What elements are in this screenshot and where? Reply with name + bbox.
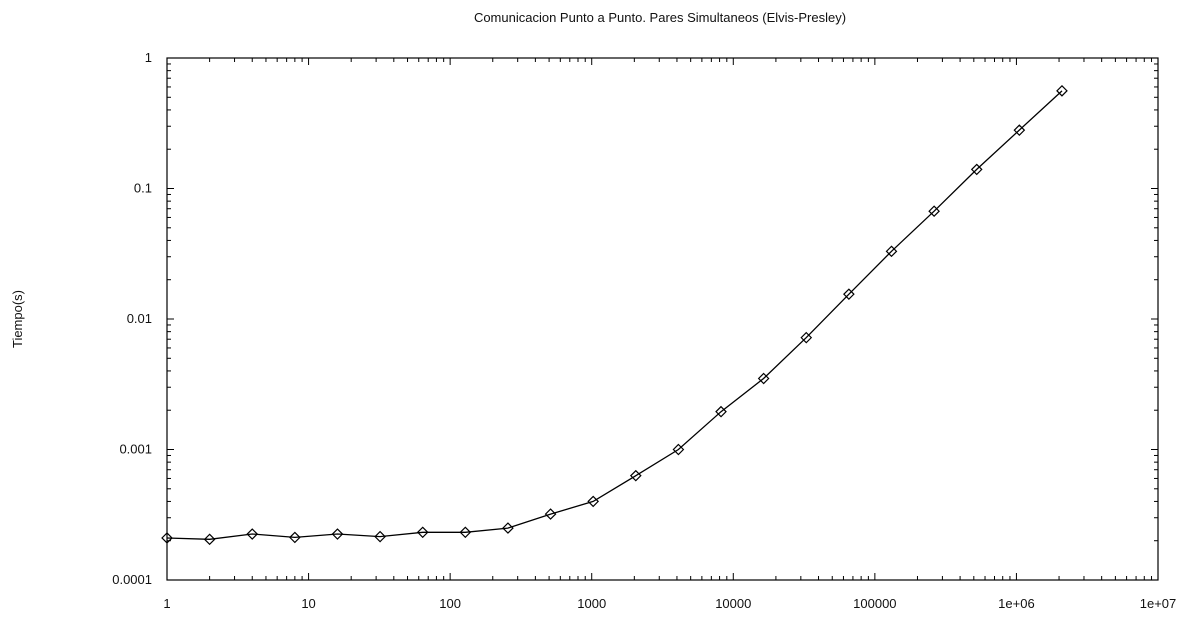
data-point-marker [843,288,855,301]
data-point-marker [502,522,514,534]
data-point-marker [203,533,216,546]
data-point-marker [800,331,813,344]
data-point-marker [587,495,600,508]
x-tick-label: 10000 [715,596,751,611]
y-tick-label: 1 [145,50,152,65]
x-tick-label: 1000 [577,596,606,611]
x-tick-label: 100000 [853,596,896,611]
chart-title: Comunicacion Punto a Punto. Pares Simult… [474,10,846,25]
data-point-marker [331,528,344,540]
y-tick-label: 0.001 [119,442,152,457]
data-point-marker [544,508,557,520]
plot-frame [166,57,1159,581]
y-axis-title: Tiempo(s) [10,290,25,348]
y-axis-title-group: Tiempo(s) [10,290,25,348]
data-point-marker [459,526,472,539]
x-tick-label: 100 [439,596,461,611]
data-point-marker [1056,85,1068,97]
x-tick-label: 1e+07 [1140,596,1177,611]
data-point-marker [757,372,770,385]
x-tick-label: 10 [301,596,315,611]
data-point-marker [928,205,940,218]
x-tick-label: 1e+06 [998,596,1035,611]
y-axis: 0.0001 0.001 0.01 0.1 1 [112,50,1158,587]
data-point-marker [629,469,642,482]
data-point-marker [289,531,301,544]
data-point-marker [672,443,685,456]
data-point-marker [246,528,259,540]
x-axis: 1 10 100 1000 10000 100000 1e+06 1e+07 [163,58,1176,611]
data-point-marker [715,405,727,418]
series-layer [161,85,1068,546]
series-line [166,90,1063,540]
y-tick-label: 0.0001 [112,572,152,587]
x-tick-label: 1 [163,596,170,611]
data-point-marker [161,532,173,544]
data-point-marker [416,526,429,539]
data-point-marker [885,245,898,258]
data-point-marker [374,530,386,543]
data-point-marker [1013,124,1026,136]
data-point-marker [970,163,983,176]
y-tick-label: 0.01 [127,311,152,326]
y-tick-label: 0.1 [134,181,152,196]
